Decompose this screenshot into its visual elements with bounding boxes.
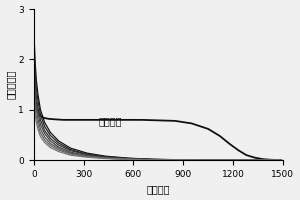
- Text: 首次放电: 首次放电: [99, 116, 122, 126]
- Y-axis label: 质量比容量: 质量比容量: [6, 70, 16, 99]
- X-axis label: 循环次数: 循环次数: [147, 184, 170, 194]
